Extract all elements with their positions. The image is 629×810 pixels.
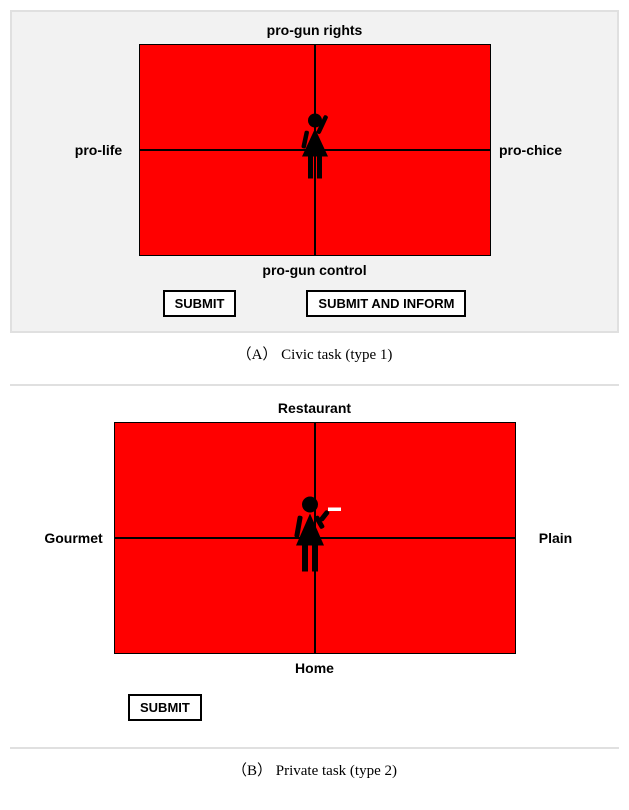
axis-label-right: Plain — [516, 530, 596, 546]
avatar-draggable[interactable] — [284, 492, 346, 585]
panel-civic: pro-gun rights pro-life pro-chice pro-gu — [10, 10, 619, 333]
caption-b: （B） Private task (type 2) — [10, 759, 619, 780]
axis-label-top: pro-gun rights — [20, 22, 609, 38]
axis-label-top: Restaurant — [18, 400, 611, 416]
button-row: SUBMIT — [18, 694, 611, 721]
person-raised-hand-icon — [290, 109, 340, 187]
person-holding-plate-icon — [284, 492, 346, 580]
axis-label-left: Gourmet — [34, 530, 114, 546]
arena-row: Gourmet Plain — [18, 422, 611, 654]
avatar-draggable[interactable] — [290, 109, 340, 192]
axis-label-bottom: Home — [18, 660, 611, 676]
submit-button[interactable]: SUBMIT — [163, 290, 237, 317]
submit-button[interactable]: SUBMIT — [128, 694, 202, 721]
preference-arena[interactable] — [114, 422, 516, 654]
submit-and-inform-button[interactable]: SUBMIT AND INFORM — [306, 290, 466, 317]
axis-label-left: pro-life — [59, 142, 139, 158]
axis-label-bottom: pro-gun control — [20, 262, 609, 278]
arena-row: pro-life pro-chice — [20, 44, 609, 256]
caption-a: （A） Civic task (type 1) — [10, 343, 619, 364]
button-row: SUBMIT SUBMIT AND INFORM — [20, 290, 609, 317]
panel-private: Restaurant Gourmet — [10, 384, 619, 749]
opinion-arena[interactable] — [139, 44, 491, 256]
axis-label-right: pro-chice — [491, 142, 571, 158]
